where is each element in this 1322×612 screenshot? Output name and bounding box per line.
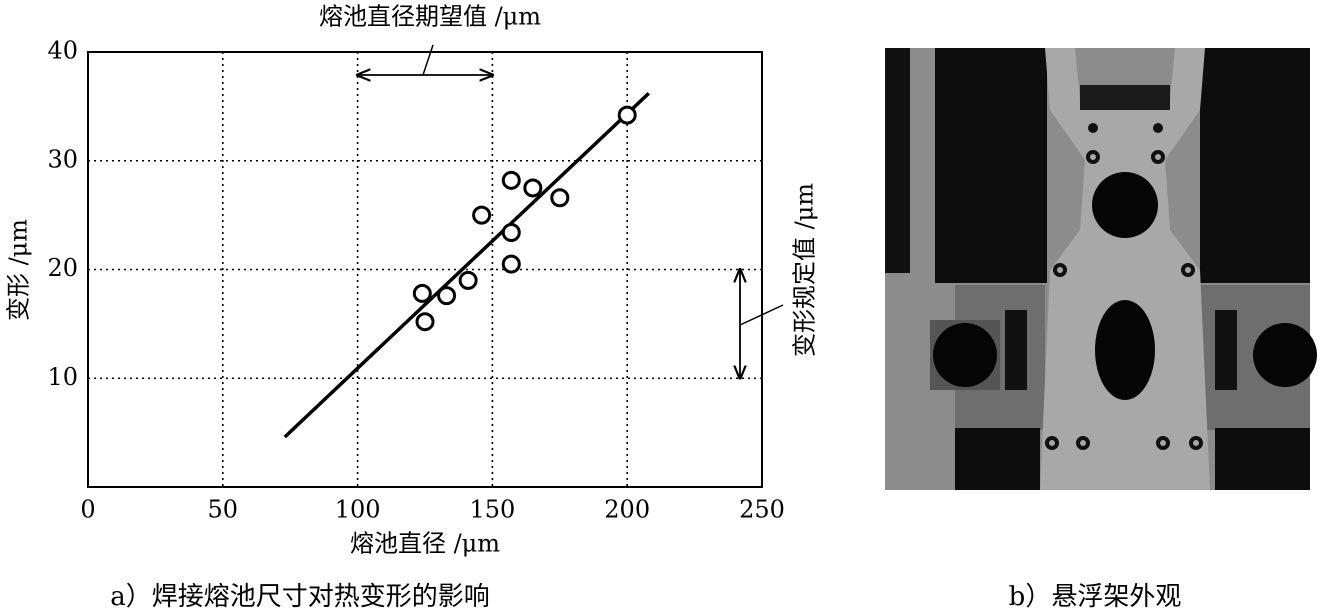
plot-frame	[87, 51, 763, 488]
data-point	[501, 170, 521, 190]
data-point	[412, 283, 432, 303]
data-point	[472, 205, 492, 225]
data-point	[523, 178, 543, 198]
annotation-text: 熔池直径期望值 /μm	[319, 3, 541, 31]
photo	[885, 48, 1317, 490]
data-point	[501, 223, 521, 243]
data-point	[617, 105, 637, 125]
y-axis-label: 变形 /μm	[5, 219, 33, 321]
annotation-text: 变形规定值 /μm	[791, 183, 819, 357]
annotation-leader	[422, 44, 434, 76]
x-tick-label: 100	[335, 496, 381, 524]
fit-line	[283, 92, 650, 439]
x-tick-label: 0	[80, 496, 95, 524]
y-tick-label: 20	[47, 254, 78, 282]
data-point	[415, 312, 435, 332]
x-tick-label: 250	[739, 496, 785, 524]
photo-caption: b）悬浮架外观	[1009, 582, 1182, 612]
y-tick-label: 30	[47, 145, 78, 173]
data-point	[458, 270, 478, 290]
y-tick-label: 40	[47, 37, 78, 65]
data-point	[550, 188, 570, 208]
x-axis-label: 熔池直径 /μm	[350, 530, 500, 558]
annotation-leader	[739, 304, 784, 326]
x-tick-label: 200	[604, 496, 650, 524]
x-tick-label: 50	[208, 496, 239, 524]
y-tick-label: 10	[47, 363, 78, 391]
data-point	[501, 254, 521, 274]
chart-caption: a）焊接熔池尺寸对热变形的影响	[110, 582, 490, 612]
data-point	[437, 286, 457, 306]
x-tick-label: 150	[469, 496, 515, 524]
